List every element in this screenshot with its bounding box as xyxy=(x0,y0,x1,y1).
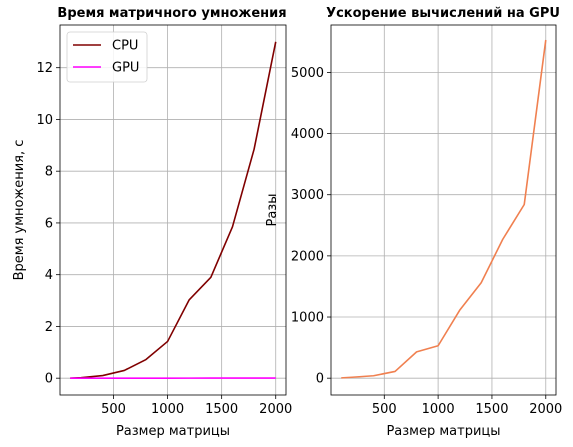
y-axis-label: Время умножения, с xyxy=(12,140,27,281)
chart-title: Время матричного умножения xyxy=(57,6,286,21)
y-tick-label: 2 xyxy=(45,320,53,335)
legend-label-gpu: GPU xyxy=(112,61,139,76)
chart-panel-2: 500 1000 1500 2000 0 1000 2000 3000 4000 5000 Уско… xyxy=(265,6,562,439)
y-tick-label: 3000 xyxy=(291,188,324,203)
x-tick-label: 500 xyxy=(101,402,126,417)
axes-frame xyxy=(330,24,557,396)
y-tick-label: 4 xyxy=(45,268,53,283)
x-tick-label: 1500 xyxy=(475,402,508,417)
x-tick-label: 2000 xyxy=(259,402,292,417)
y-tick-label: 0 xyxy=(45,372,53,387)
legend-label-cpu: CPU xyxy=(112,39,138,54)
chart-title: Ускорение вычислений на GPU xyxy=(326,6,560,21)
series-line-speedup xyxy=(341,39,547,379)
y-tick-label: 1000 xyxy=(291,311,324,326)
x-tick-label: 2000 xyxy=(529,402,562,417)
y-tick-label: 10 xyxy=(36,113,53,128)
x-tick-label: 1500 xyxy=(205,402,238,417)
x-axis-label: Размер матрицы xyxy=(386,424,500,439)
y-axis-label: Разы xyxy=(265,194,280,227)
x-axis-label: Размер матрицы xyxy=(116,424,230,439)
series-line-cpu xyxy=(70,41,277,379)
x-tick-label: 500 xyxy=(372,402,397,417)
legend: CPU GPU xyxy=(66,31,148,83)
chart-panel-1: 500 1000 1500 2000 0 2 4 6 8 10 12 Время матричного… xyxy=(12,6,292,439)
x-tick-label: 1000 xyxy=(422,402,455,417)
y-tick-label: 8 xyxy=(45,165,53,180)
y-tick-label: 6 xyxy=(45,216,53,231)
x-tick-label: 1000 xyxy=(151,402,184,417)
y-tick-label: 2000 xyxy=(291,249,324,264)
y-tick-label: 5000 xyxy=(291,66,324,81)
axes-frame xyxy=(59,24,287,396)
y-tick-label: 4000 xyxy=(291,127,324,142)
y-tick-label: 12 xyxy=(36,61,53,76)
y-tick-label: 0 xyxy=(316,372,324,387)
